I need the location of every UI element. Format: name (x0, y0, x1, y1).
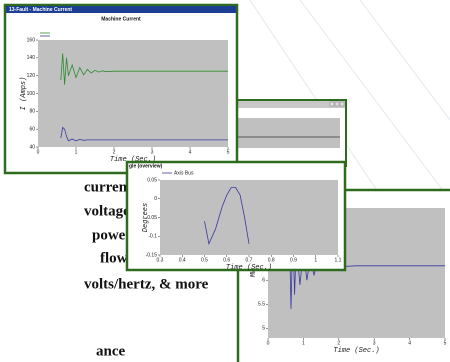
legend-label: Axis Bus (174, 170, 194, 176)
x-axis-label: Time (Sec.) (110, 156, 156, 164)
x-tick-label: 4 (408, 340, 411, 346)
series-line (204, 187, 250, 246)
x-tick-label: 0 (37, 149, 40, 155)
slide-line: current (84, 179, 132, 195)
x-tick-label: 0.5 (201, 257, 208, 263)
y-tick-label: 40 (29, 144, 35, 150)
window-angle: gle (overview) -0.15 -0.1 -0.05 0 0.05 0.3 0.4 0… (125, 160, 347, 272)
y-tick-label: 140 (27, 55, 36, 61)
y-tick-label: 60 (29, 126, 35, 132)
x-tick-label: 0.6 (223, 257, 230, 263)
y-tick-label: 6 (262, 278, 265, 284)
x-tick-label: 1 (314, 257, 317, 263)
x-tick-label: 0.3 (157, 257, 164, 263)
y-axis-label: Degrees (142, 203, 150, 232)
chart-title: Machine Current (101, 16, 141, 22)
x-tick-label: 1 (75, 149, 78, 155)
y-tick-label: 80 (29, 109, 35, 115)
window-partial (229, 99, 347, 167)
y-axis-label: I (Amps) (20, 77, 28, 111)
slide-line: ance (96, 343, 126, 359)
y-tick-label: 0 (154, 196, 157, 202)
chart-title: gle (overview) (129, 163, 163, 169)
x-tick-label: 0.4 (179, 257, 186, 263)
window-current: 13-Fault - Machine Current Machine Curren… (3, 3, 239, 175)
x-tick-label: 0.8 (268, 257, 275, 263)
y-tick-label: -0.05 (146, 215, 158, 221)
x-tick-label: 1.1 (335, 257, 342, 263)
slide-text: current voltage power flow volts/hertz, & mo… (84, 179, 209, 359)
y-tick-label: 160 (27, 37, 36, 43)
x-tick-label: 4 (189, 149, 192, 155)
y-tick-label: 120 (27, 73, 36, 79)
y-axis-label: MW (250, 268, 258, 277)
series-line (60, 53, 228, 85)
x-tick-label: 3 (373, 340, 376, 346)
series-line (60, 126, 228, 142)
y-tick-label: 5 (262, 326, 265, 332)
y-tick-label: -0.1 (148, 234, 157, 240)
x-tick-label: 2 (337, 340, 340, 346)
window-title: 13-Fault - Machine Current (9, 7, 72, 13)
y-tick-label: 0.05 (147, 177, 157, 183)
x-tick-label: 3 (151, 149, 154, 155)
x-tick-label: 0.9 (290, 257, 297, 263)
slide-line: voltage (84, 203, 130, 219)
x-tick-label: 5 (227, 149, 230, 155)
y-tick-label: -0.15 (146, 252, 158, 258)
title-bar (6, 6, 236, 13)
x-tick-label: 0 (267, 340, 270, 346)
slide-line: power (92, 227, 132, 243)
y-tick-label: 100 (27, 91, 36, 97)
x-tick-label: 0.7 (246, 257, 253, 263)
plot-area (38, 40, 228, 147)
slide-line: volts/hertz, & more (84, 276, 209, 292)
x-axis-label: Time (Sec.) (333, 347, 379, 355)
x-tick-label: 2 (113, 149, 116, 155)
y-tick-label: 5.5 (258, 302, 265, 308)
x-tick-label: 1 (302, 340, 305, 346)
x-axis-label: Time (Sec.) (226, 264, 272, 272)
slide-line: flow (100, 250, 128, 266)
x-tick-label: 5 (444, 340, 447, 346)
